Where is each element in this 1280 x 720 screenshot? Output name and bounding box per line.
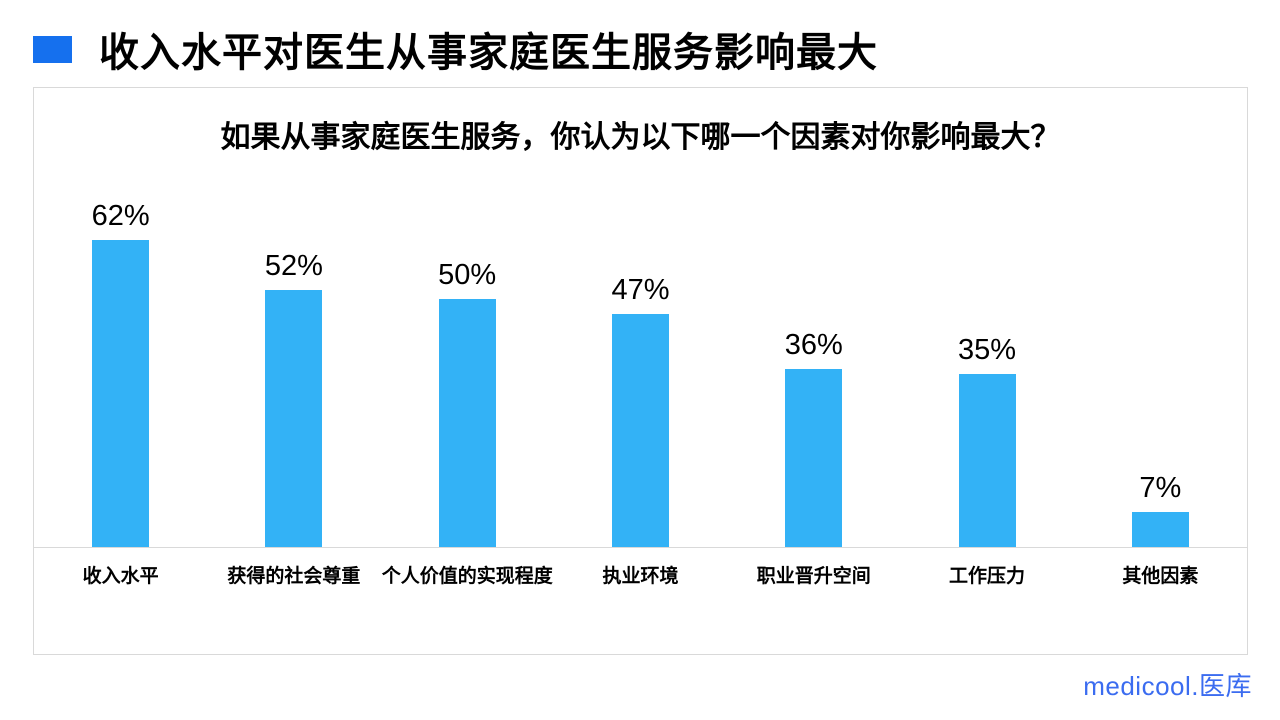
category-label: 执业环境 [602,566,679,587]
category-label: 获得的社会尊重 [227,566,361,587]
bar [438,299,496,547]
bar [1131,512,1189,547]
medicool-logo: medicool.医库 [1083,671,1252,701]
bar [92,240,150,547]
bar-value-label: 36% [784,329,843,361]
bar [265,290,323,547]
bar-value-label: 52% [264,250,323,282]
category-label: 职业晋升空间 [756,566,871,587]
category-labels-row: 收入水平 获得的社会尊重 个人价值的实现程度 执业环境 职业晋升空间 工作压力 其他因素 [34,548,1247,588]
bar-value-label: 7% [1139,472,1182,504]
category-label: 工作压力 [949,566,1026,587]
bar-value-label: 50% [438,259,497,291]
bar [958,374,1016,547]
bar-column: 62% [34,202,207,547]
bar-column: 35% [900,336,1073,547]
category-label: 个人价值的实现程度 [381,566,553,587]
page-title: 收入水平对医生从事家庭医生服务影响最大 [99,31,878,75]
bar-column: 7% [1074,474,1247,547]
category-label: 收入水平 [82,566,159,587]
bar-value-label: 47% [611,274,670,306]
bar-value-label: 62% [91,200,150,232]
bar-column: 47% [554,276,727,547]
bar-chart-plot: 62% 52% 50% 47% 36% 35% 7% [34,88,1247,548]
slide-header: 收入水平对医生从事家庭医生服务影响最大 [33,20,878,78]
bar-value-label: 35% [958,334,1017,366]
category-label: 其他因素 [1122,566,1199,587]
chart-panel: 如果从事家庭医生服务，你认为以下哪一个因素对你影响最大？ 62% 52% 50% 47… [33,87,1248,655]
bar-column: 52% [207,252,380,547]
bar [611,314,669,547]
title-accent-square [33,35,72,63]
bar-column: 50% [381,261,554,547]
chart-title: 如果从事家庭医生服务，你认为以下哪一个因素对你影响最大？ [220,121,1061,154]
bar-column: 36% [727,331,900,547]
bar [785,369,843,547]
